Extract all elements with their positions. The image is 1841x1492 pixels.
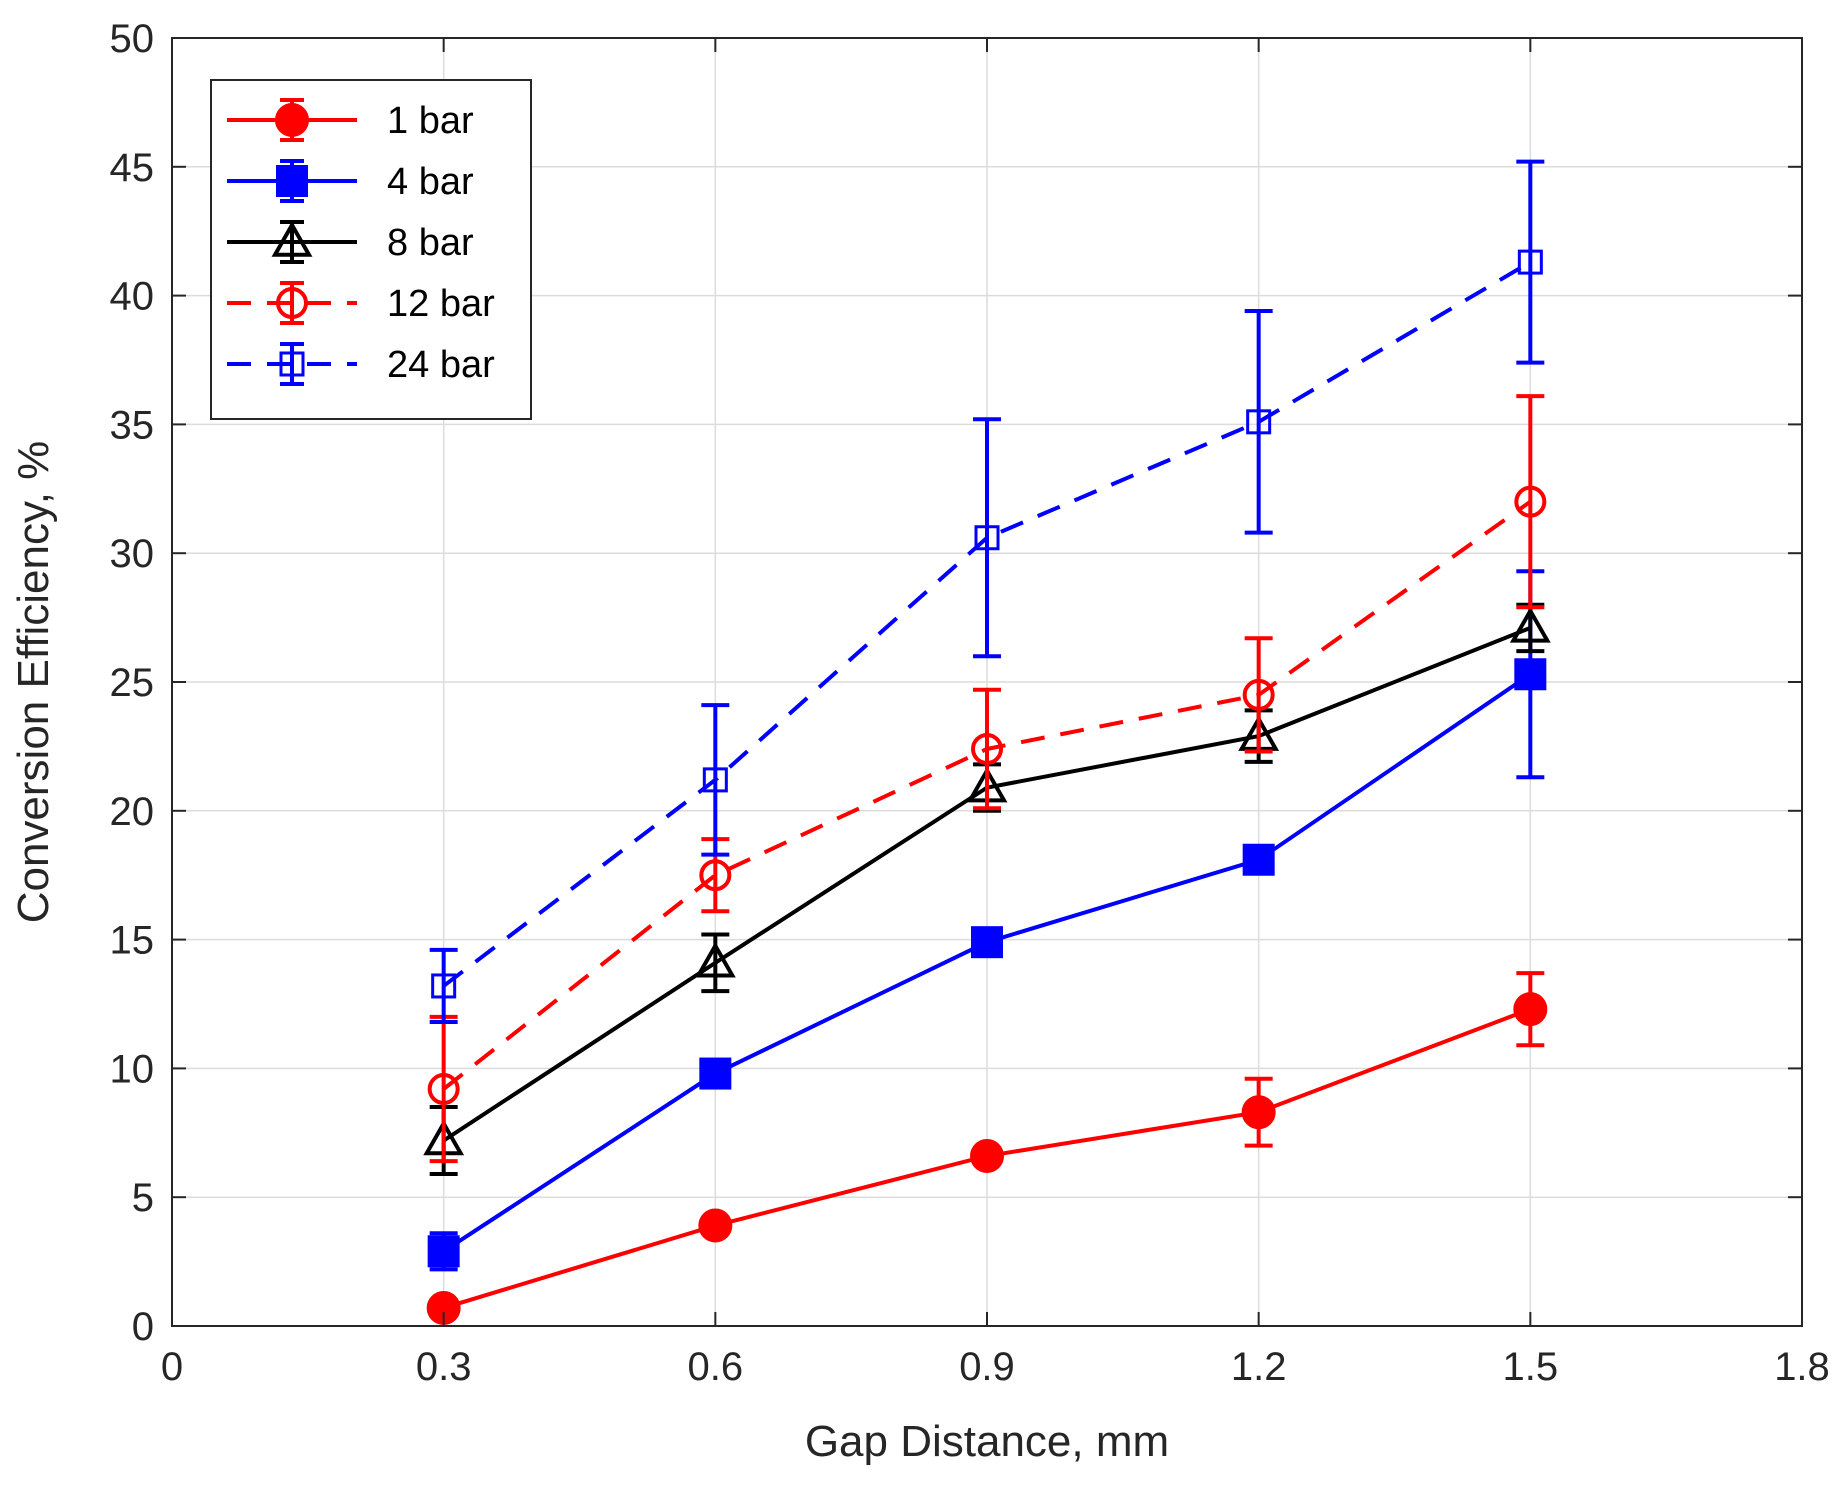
data-point-1-bar xyxy=(1513,992,1548,1027)
x-tick-label: 0 xyxy=(161,1345,183,1389)
y-tick-label: 25 xyxy=(110,661,155,705)
data-point-4-bar xyxy=(1242,843,1275,876)
data-point-4-bar xyxy=(427,1235,460,1268)
legend-swatch-marker xyxy=(271,220,313,257)
data-point-1-bar xyxy=(698,1208,733,1243)
legend-swatch-marker xyxy=(276,165,308,197)
y-tick-label: 35 xyxy=(110,403,155,447)
data-point-1-bar xyxy=(970,1138,1004,1173)
x-tick-label: 1.8 xyxy=(1774,1345,1830,1389)
data-point-24-bar xyxy=(1246,409,1272,435)
legend-swatch-marker xyxy=(279,351,305,377)
y-tick-label: 45 xyxy=(110,146,155,190)
legend-box xyxy=(210,79,532,420)
legend-label: 12 bar xyxy=(387,283,495,325)
data-point-24-bar xyxy=(702,767,728,793)
data-point-24-bar xyxy=(974,525,1000,551)
legend-label: 24 bar xyxy=(387,344,495,386)
data-point-24-bar xyxy=(1517,249,1543,275)
legend-label: 1 bar xyxy=(387,100,474,142)
y-axis-title: Conversion Efficiency, % xyxy=(9,441,58,924)
x-tick-label: 1.5 xyxy=(1503,1345,1559,1389)
y-tick-label: 10 xyxy=(110,1047,155,1091)
legend-item-4-bar: 4 bar xyxy=(227,159,474,203)
y-tick-label: 0 xyxy=(132,1305,154,1349)
axis-ticks: 0 0.3 0.6 0.9 1.2 1.5 1.8 0 5 10 15 20 25 30 35 40 45 50 xyxy=(110,17,1830,1389)
data-point-1-bar xyxy=(1241,1095,1276,1130)
y-tick-label: 5 xyxy=(132,1176,154,1220)
y-tick-label: 20 xyxy=(110,790,155,834)
legend-swatch-marker xyxy=(275,103,309,137)
legend-swatch-marker xyxy=(276,287,308,319)
x-axis-title: Gap Distance, mm xyxy=(805,1417,1169,1466)
data-point-12-bar xyxy=(1514,485,1547,518)
legend: 1 bar 4 bar 8 bar 12 bar 24 bar xyxy=(210,79,532,420)
legend-label: 8 bar xyxy=(387,222,474,264)
y-tick-label: 15 xyxy=(110,919,155,963)
x-tick-label: 0.6 xyxy=(688,1345,744,1389)
y-tick-label: 30 xyxy=(110,532,155,576)
series-12-bar xyxy=(427,394,1547,1164)
series-24-bar xyxy=(429,159,1545,1025)
x-tick-label: 0.3 xyxy=(416,1345,472,1389)
data-point-24-bar xyxy=(431,973,457,999)
data-point-8-bar xyxy=(1509,606,1551,643)
x-tick-label: 1.2 xyxy=(1231,1345,1287,1389)
legend-item-8-bar: 8 bar xyxy=(227,220,474,264)
data-point-12-bar xyxy=(699,859,732,892)
legend-label: 4 bar xyxy=(387,161,474,203)
data-point-4-bar xyxy=(699,1057,732,1090)
data-point-12-bar xyxy=(427,1073,460,1106)
legend-item-24-bar: 24 bar xyxy=(227,342,495,386)
y-tick-label: 50 xyxy=(110,17,155,61)
y-tick-label: 40 xyxy=(110,275,155,319)
data-point-4-bar xyxy=(1514,658,1547,691)
x-tick-label: 0.9 xyxy=(959,1345,1015,1389)
series-4-bar xyxy=(427,569,1547,1272)
data-point-4-bar xyxy=(971,926,1003,959)
legend-item-12-bar: 12 bar xyxy=(227,281,495,325)
data-point-12-bar xyxy=(1242,678,1275,711)
data-point-12-bar xyxy=(971,732,1003,765)
data-point-8-bar xyxy=(694,941,736,978)
legend-item-1-bar: 1 bar xyxy=(227,98,474,142)
